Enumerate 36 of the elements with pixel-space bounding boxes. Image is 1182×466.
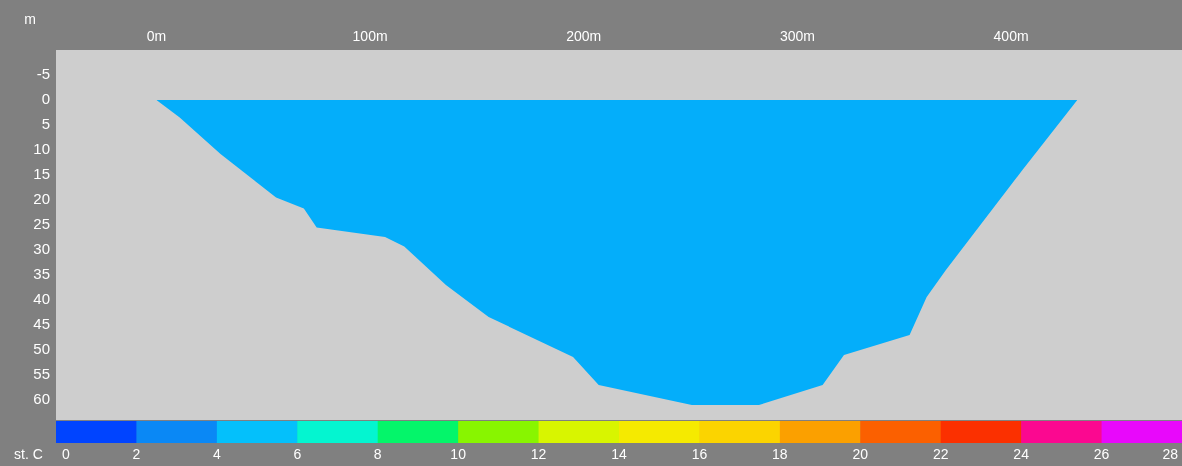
color-bar-label: 8 <box>373 445 382 462</box>
y-tick-label: 20 <box>33 190 50 208</box>
x-tick-label: 400m <box>993 28 1029 45</box>
y-tick-label: 40 <box>33 290 50 308</box>
y-tick-label: 5 <box>41 115 50 133</box>
y-tick-label: 30 <box>33 240 50 258</box>
x-tick-label: 100m <box>352 28 388 45</box>
y-tick-label: 60 <box>33 390 50 408</box>
color-bar-label: 4 <box>212 445 221 462</box>
x-tick-label: 300m <box>779 28 815 45</box>
color-bar-label: 16 <box>691 445 708 462</box>
color-bar-label: 18 <box>772 445 788 462</box>
color-bar-label: 0 <box>62 445 70 462</box>
x-tick-label: 200m <box>566 28 602 45</box>
color-bar-label: 26 <box>1093 445 1110 462</box>
y-tick-label: 35 <box>33 265 50 283</box>
color-bar-label: 12 <box>530 445 547 462</box>
y-tick-label: 10 <box>33 140 50 158</box>
y-tick-label: 25 <box>33 215 50 233</box>
y-tick-label: 0 <box>41 90 50 108</box>
y-tick-label: 55 <box>33 365 50 383</box>
color-bar-title: st. C <box>14 445 43 462</box>
color-bar-label: 10 <box>450 445 467 462</box>
color-bar-label: 22 <box>932 445 949 462</box>
y-tick-label: 15 <box>33 165 50 183</box>
color-bar-label: 28 <box>1162 445 1179 462</box>
x-tick-label: 0m <box>146 28 167 45</box>
color-bar-label: 20 <box>852 445 869 462</box>
y-tick-label: 50 <box>33 340 50 358</box>
color-bar-label: 14 <box>611 445 627 462</box>
y-tick-label: 45 <box>33 315 50 333</box>
y-tick-label: -5 <box>36 65 50 83</box>
color-bar-label: 6 <box>293 445 302 462</box>
color-bar-label: 2 <box>132 445 141 462</box>
color-bar-label: 24 <box>1013 445 1030 462</box>
y-axis-title: m <box>24 10 36 27</box>
